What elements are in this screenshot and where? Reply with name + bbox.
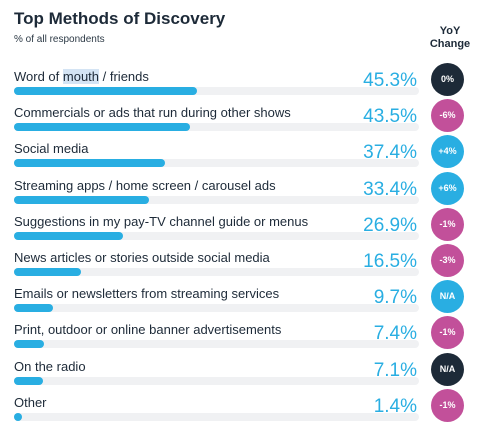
bar [14,304,54,313]
highlighted-text: mouth [62,69,100,84]
chart-subtitle: % of all respondents [14,34,105,45]
bar [14,268,81,276]
bar-track [14,376,419,385]
data-label: 16.5% [363,251,417,272]
bar-track [14,159,419,168]
bar-track [14,304,419,313]
chart-title: Top Methods of Discovery [14,9,226,28]
bar-track [14,412,419,421]
category-label: On the radio [14,358,86,374]
data-label: 7.4% [373,323,417,345]
bar [14,159,166,168]
category-label: Print, outdoor or online banner advertis… [14,322,282,338]
yoy-change-badge: -1% [431,388,464,422]
yoy-header-line-2: Change [429,38,471,50]
category-label: News articles or stories outside social … [14,250,270,265]
data-label: 7.1% [373,359,417,381]
yoy-change-badge: -1% [431,207,464,241]
bar-track [14,340,419,349]
data-label: 9.7% [373,287,417,309]
data-label: 26.9% [363,214,417,236]
data-label: 45.3% [363,70,417,91]
yoy-change-badge: -6% [431,99,464,133]
data-label: 33.4% [363,178,417,200]
bar [14,123,191,132]
category-label: Other [14,394,47,410]
category-label: Social media [14,141,89,157]
yoy-change-badge: -1% [431,316,464,350]
yoy-change-badge: +6% [431,171,464,205]
category-label: Emails or newsletters from streaming ser… [14,286,280,302]
bar [14,195,150,204]
bar [14,376,43,385]
yoy-change-badge: N/A [431,352,464,386]
yoy-change-header: YoY Change [420,25,480,51]
category-label: Suggestions in my pay-TV channel guide o… [14,213,309,229]
data-label: 37.4% [363,142,417,164]
bar [14,87,198,95]
bar [14,340,44,349]
category-label: Commercials or ads that run during other… [14,105,291,121]
category-label: Word of mouth / friends [14,69,149,84]
bar [14,231,123,240]
yoy-change-badge: -3% [431,244,464,277]
yoy-change-badge: N/A [431,280,464,314]
yoy-change-badge: 0% [431,63,464,96]
bar-track [14,195,419,204]
bar-track [14,123,419,132]
yoy-change-badge: +4% [431,135,464,169]
yoy-header-line-1: YoY [439,25,461,37]
bar-track [14,87,419,95]
data-label: 43.5% [363,106,417,128]
category-label: Streaming apps / home screen / carousel … [14,177,276,193]
bar-track [14,268,419,276]
bar [14,412,22,421]
bar-track [14,231,419,240]
data-label: 1.4% [373,395,417,417]
